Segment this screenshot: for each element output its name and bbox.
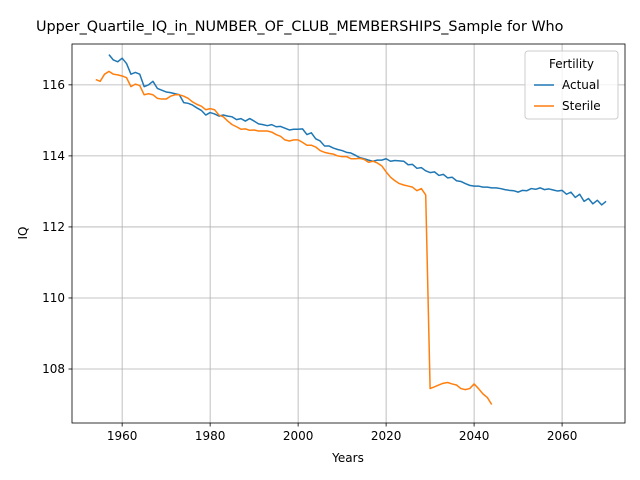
x-tick-label: 2060 [547,429,578,443]
y-tick-label: 110 [42,291,65,305]
x-tick-label: 2040 [459,429,490,443]
axes-frame [71,43,626,424]
y-tick-label: 114 [42,149,65,163]
x-tick-label: 2020 [371,429,402,443]
x-tick-label: 1980 [195,429,226,443]
data-line [95,70,493,405]
legend-label: Sterile [562,99,601,113]
legend-title: Fertility [549,57,594,71]
y-tick-label: 108 [42,362,65,376]
y-tick-label: 116 [42,78,65,92]
y-axis-label: IQ [16,227,30,240]
legend-box [524,50,619,120]
chart-title: Upper_Quartile_IQ_in_NUMBER_OF_CLUB_MEMB… [36,19,564,35]
x-axis-label: Years [331,451,364,465]
legend-label: Actual [562,78,600,92]
x-tick-label: 1960 [107,429,138,443]
y-tick-label: 112 [42,220,65,234]
x-tick-label: 2000 [283,429,314,443]
data-line [108,54,607,206]
